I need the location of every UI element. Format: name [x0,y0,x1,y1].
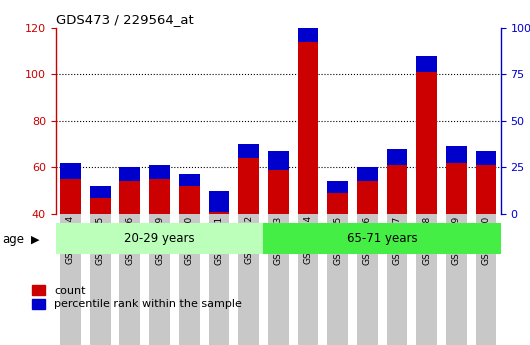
FancyBboxPatch shape [475,214,497,345]
Bar [475,151,497,165]
FancyBboxPatch shape [268,214,289,345]
Text: ▶: ▶ [31,235,39,245]
Bar [179,186,200,214]
Bar [90,198,111,214]
Bar [475,165,497,214]
Bar [60,162,81,179]
FancyBboxPatch shape [386,214,408,345]
Bar [263,223,501,254]
Text: GDS473 / 229564_at: GDS473 / 229564_at [56,13,193,27]
Bar [90,186,111,198]
Bar [60,179,81,214]
FancyBboxPatch shape [90,214,111,345]
FancyBboxPatch shape [60,214,81,345]
Text: age: age [3,233,25,246]
Bar [386,165,408,214]
Bar [268,151,289,170]
FancyBboxPatch shape [149,214,170,345]
Bar [357,167,378,181]
Bar [56,223,263,254]
Bar [446,162,467,214]
FancyBboxPatch shape [357,214,378,345]
Bar [208,190,229,211]
FancyBboxPatch shape [327,214,348,345]
Bar [297,41,319,214]
Bar [327,181,348,193]
Bar [268,170,289,214]
Bar [357,181,378,214]
Legend: count, percentile rank within the sample: count, percentile rank within the sample [32,285,242,309]
FancyBboxPatch shape [297,214,319,345]
Bar [149,165,170,179]
FancyBboxPatch shape [238,214,259,345]
FancyBboxPatch shape [416,214,437,345]
Bar [238,158,259,214]
Text: 65-71 years: 65-71 years [347,231,418,245]
FancyBboxPatch shape [179,214,200,345]
Bar [446,146,467,162]
FancyBboxPatch shape [119,214,140,345]
Bar [416,72,437,214]
FancyBboxPatch shape [208,214,229,345]
FancyBboxPatch shape [446,214,467,345]
Bar [149,179,170,214]
Bar [119,167,140,181]
Bar [416,56,437,72]
Bar [238,144,259,158]
Bar [119,181,140,214]
Bar [208,211,229,214]
Bar [386,149,408,165]
Text: 20-29 years: 20-29 years [124,231,195,245]
Bar [327,193,348,214]
Bar [297,23,319,41]
Bar [179,174,200,186]
